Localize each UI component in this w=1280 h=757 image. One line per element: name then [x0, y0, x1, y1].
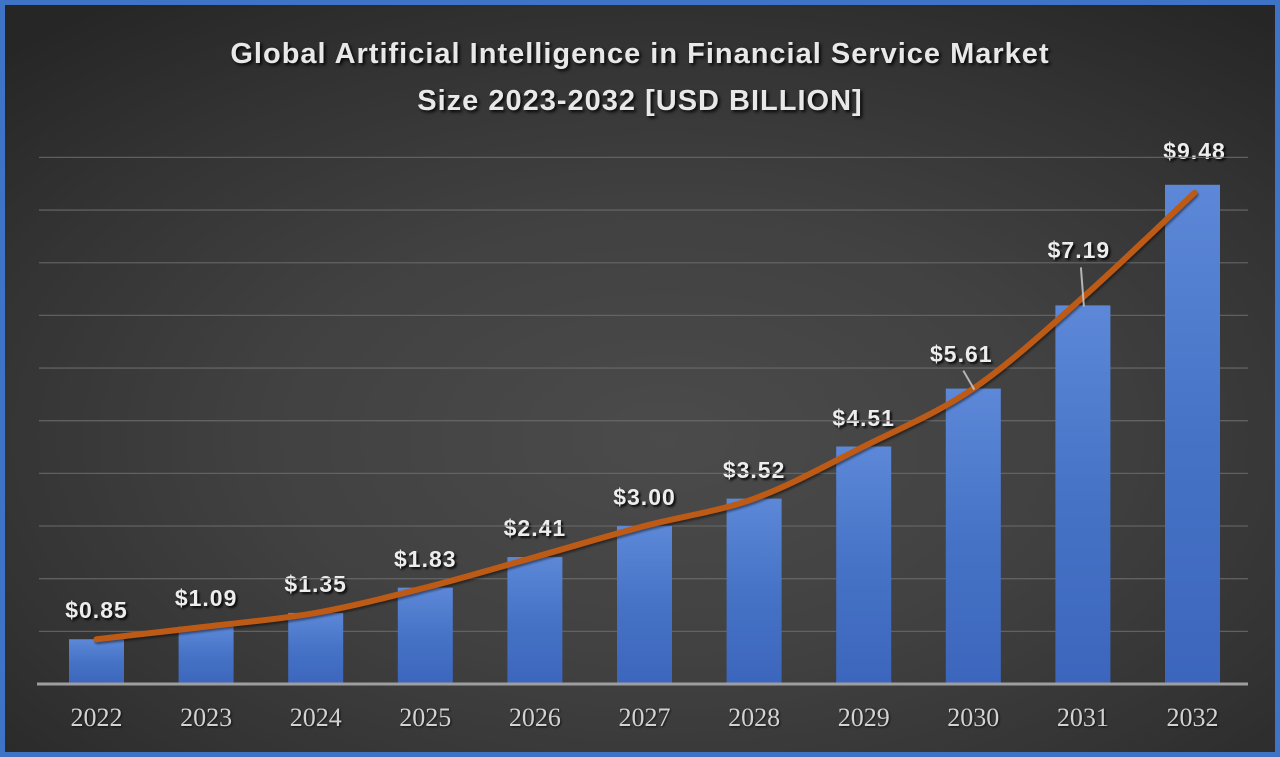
trend-line: [93, 189, 1198, 643]
x-axis-label-2023: 2023: [180, 703, 233, 732]
x-axis-label-2026: 2026: [508, 703, 561, 732]
x-axis-label-2024: 2024: [289, 703, 342, 732]
value-label-2026: $2.41: [503, 515, 567, 542]
bar-2024: [288, 612, 344, 684]
label-leader-line: [1079, 267, 1085, 307]
x-axis-label-2030: 2030: [947, 703, 1000, 732]
bar-2027: [617, 526, 672, 684]
value-label-2023: $1.09: [174, 584, 238, 611]
x-axis-label-2028: 2028: [728, 703, 781, 732]
bar-2025: [397, 587, 453, 684]
label-leader-line: [962, 370, 976, 391]
value-label-2022: $0.85: [65, 597, 128, 624]
chart-canvas: [37, 156, 1248, 686]
bar-2029: [836, 446, 892, 684]
chart-title-line-1: Global Artificial Intelligence in Financ…: [230, 38, 1050, 70]
value-label-2029: $4.51: [832, 404, 895, 431]
plot-area: $0.85 $1.09 $1.35 $1.83 $2.41 $3.00 $3.52 $4.51…: [5, 5, 1275, 752]
x-axis-label-2032: 2032: [1166, 703, 1219, 732]
bar-2032: [1165, 184, 1220, 684]
x-axis-label-2031: 2031: [1056, 703, 1109, 732]
x-axis-label-2027: 2027: [618, 703, 671, 732]
value-label-2024: $1.35: [284, 570, 347, 597]
bar-2026: [507, 557, 563, 684]
x-axis-label-2029: 2029: [837, 703, 890, 732]
value-label-2032: $9.48: [1163, 137, 1226, 164]
x-axis-label-2022: 2022: [70, 703, 123, 732]
value-label-2025: $1.83: [394, 545, 457, 572]
bar-2030: [945, 388, 1001, 684]
bar-2022: [69, 639, 124, 684]
value-label-2027: $3.00: [613, 484, 676, 511]
bar-2028: [726, 498, 782, 684]
value-label-2028: $3.52: [722, 456, 786, 483]
bar-2031: [1055, 305, 1111, 684]
value-label-2031: $7.19: [1047, 237, 1111, 264]
x-axis-label-2025: 2025: [399, 703, 452, 732]
bar-2023: [178, 626, 234, 684]
chart-title: Global Artificial Intelligence in Financ…: [5, 31, 1275, 125]
chart-title-line-2: Size 2023-2032 [USD BILLION]: [417, 85, 863, 117]
value-label-2030: $5.61: [930, 340, 993, 367]
